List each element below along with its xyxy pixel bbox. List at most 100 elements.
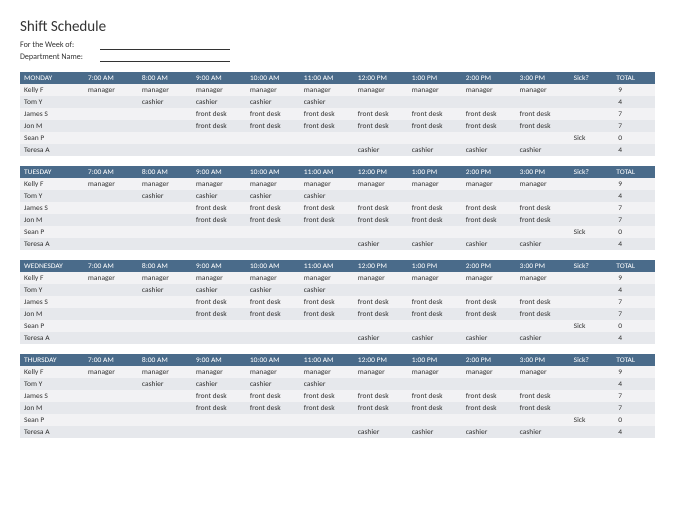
shift-cell: cashier xyxy=(138,96,192,108)
shift-cell xyxy=(192,144,246,156)
shift-cell: manager xyxy=(516,366,570,378)
total-cell: 0 xyxy=(612,132,655,144)
table-row: Teresa Acashiercashiercashiercashier4 xyxy=(20,144,655,156)
table-row: Teresa Acashiercashiercashiercashier4 xyxy=(20,332,655,344)
shift-cell: manager xyxy=(462,366,516,378)
time-header: 2:00 PM xyxy=(462,354,516,366)
shift-cell xyxy=(84,320,138,332)
shift-cell xyxy=(84,296,138,308)
employee-name: Kelly F xyxy=(20,84,84,96)
shift-cell: manager xyxy=(138,366,192,378)
shift-cell xyxy=(516,96,570,108)
time-header: 7:00 AM xyxy=(84,260,138,272)
shift-cell: manager xyxy=(246,84,300,96)
schedule-table: WEDNESDAY7:00 AM8:00 AM9:00 AM10:00 AM11… xyxy=(20,260,655,344)
time-header: 8:00 AM xyxy=(138,72,192,84)
shift-cell xyxy=(408,226,462,238)
employee-name: Jon M xyxy=(20,308,84,320)
sick-cell xyxy=(570,214,613,226)
sick-cell xyxy=(570,96,613,108)
shift-cell: cashier xyxy=(516,426,570,438)
employee-name: Jon M xyxy=(20,214,84,226)
shift-cell: front desk xyxy=(300,202,354,214)
shift-cell xyxy=(354,190,408,202)
shift-cell: manager xyxy=(408,178,462,190)
shift-cell xyxy=(84,190,138,202)
shift-cell: manager xyxy=(516,272,570,284)
department-input-line[interactable] xyxy=(100,53,230,62)
shift-cell: manager xyxy=(354,272,408,284)
time-header: 3:00 PM xyxy=(516,354,570,366)
shift-cell xyxy=(138,108,192,120)
shift-cell: front desk xyxy=(246,214,300,226)
shift-cell: cashier xyxy=(408,426,462,438)
shift-cell: manager xyxy=(462,272,516,284)
shift-cell: front desk xyxy=(408,390,462,402)
week-of-input-line[interactable] xyxy=(100,41,230,50)
shift-cell: cashier xyxy=(138,284,192,296)
shift-cell xyxy=(84,402,138,414)
shift-cell xyxy=(84,426,138,438)
total-cell: 9 xyxy=(612,272,655,284)
time-header: 7:00 AM xyxy=(84,354,138,366)
shift-cell xyxy=(84,132,138,144)
shift-cell: front desk xyxy=(516,296,570,308)
shift-cell: front desk xyxy=(192,308,246,320)
schedule-table: MONDAY7:00 AM8:00 AM9:00 AM10:00 AM11:00… xyxy=(20,72,655,156)
shift-cell xyxy=(138,426,192,438)
table-row: Jon Mfront deskfront deskfront deskfront… xyxy=(20,214,655,226)
shift-cell: front desk xyxy=(408,202,462,214)
total-header: TOTAL xyxy=(612,72,655,84)
shift-cell: front desk xyxy=(408,308,462,320)
total-header: TOTAL xyxy=(612,166,655,178)
shift-cell: cashier xyxy=(300,284,354,296)
shift-cell: cashier xyxy=(354,426,408,438)
shift-cell: front desk xyxy=(462,120,516,132)
shift-cell xyxy=(300,144,354,156)
shift-cell xyxy=(300,226,354,238)
sick-cell xyxy=(570,108,613,120)
total-cell: 9 xyxy=(612,366,655,378)
shift-cell: front desk xyxy=(408,120,462,132)
shift-cell: front desk xyxy=(408,214,462,226)
shift-cell xyxy=(84,108,138,120)
shift-cell xyxy=(84,284,138,296)
sick-cell: Sick xyxy=(570,132,613,144)
shift-cell: manager xyxy=(138,84,192,96)
department-label: Department Name: xyxy=(20,52,100,62)
shift-cell xyxy=(408,96,462,108)
table-row: Tom Ycashiercashiercashiercashier4 xyxy=(20,284,655,296)
shift-cell: front desk xyxy=(462,390,516,402)
shift-cell xyxy=(462,132,516,144)
time-header: 11:00 AM xyxy=(300,72,354,84)
total-cell: 7 xyxy=(612,390,655,402)
time-header: 12:00 PM xyxy=(354,72,408,84)
shift-cell: cashier xyxy=(354,238,408,250)
shift-cell: front desk xyxy=(516,390,570,402)
shift-cell xyxy=(246,226,300,238)
shift-cell: cashier xyxy=(516,332,570,344)
time-header: 10:00 AM xyxy=(246,260,300,272)
shift-cell xyxy=(84,96,138,108)
shift-cell: front desk xyxy=(300,390,354,402)
shift-cell: front desk xyxy=(462,308,516,320)
shift-cell: cashier xyxy=(246,96,300,108)
shift-cell: front desk xyxy=(354,308,408,320)
sick-cell xyxy=(570,332,613,344)
shift-cell: cashier xyxy=(462,144,516,156)
shift-cell xyxy=(462,284,516,296)
shift-cell: manager xyxy=(408,366,462,378)
shift-cell xyxy=(138,296,192,308)
time-header: 9:00 AM xyxy=(192,354,246,366)
day-block: WEDNESDAY7:00 AM8:00 AM9:00 AM10:00 AM11… xyxy=(20,260,655,344)
shift-cell: front desk xyxy=(300,308,354,320)
shift-cell xyxy=(516,190,570,202)
shift-cell: manager xyxy=(300,178,354,190)
table-row: James Sfront deskfront deskfront deskfro… xyxy=(20,296,655,308)
table-row: Sean PSick0 xyxy=(20,132,655,144)
shift-cell xyxy=(84,378,138,390)
sick-header: Sick? xyxy=(570,354,613,366)
shift-cell xyxy=(300,238,354,250)
shift-cell: front desk xyxy=(192,402,246,414)
shift-cell: cashier xyxy=(246,190,300,202)
